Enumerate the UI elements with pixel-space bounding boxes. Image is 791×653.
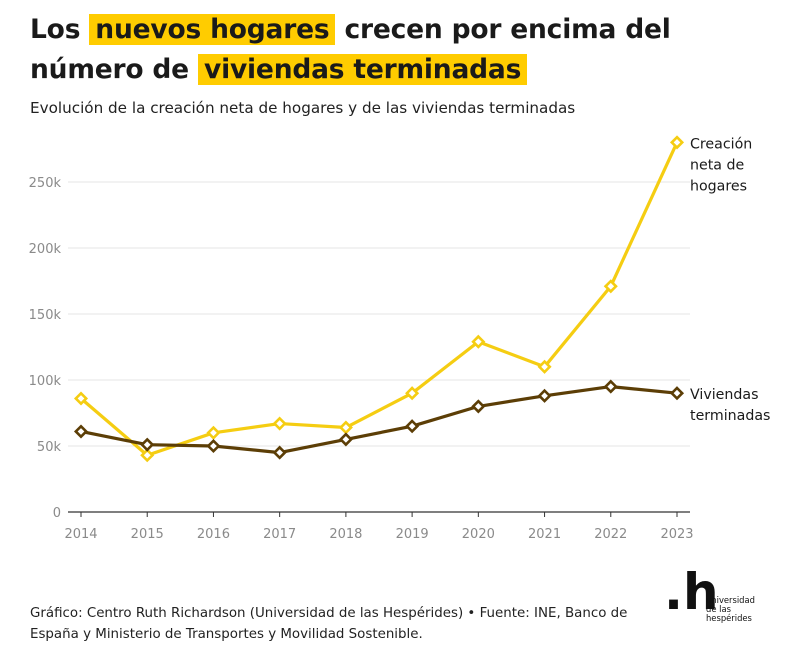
title-part-1: Los (30, 14, 81, 45)
series-label: neta de (690, 157, 744, 173)
data-point-marker (272, 416, 287, 431)
x-tick-label: 2014 (64, 527, 97, 542)
logo-text-line-1: universidad (706, 595, 755, 605)
x-tick-label: 2020 (462, 527, 495, 542)
chart-footer: Gráfico: Centro Ruth Richardson (Univers… (30, 603, 650, 645)
data-point-marker (140, 448, 155, 463)
data-point-marker (405, 419, 420, 434)
data-point-marker (669, 386, 685, 401)
data-point-marker (338, 432, 353, 447)
data-point-marker (405, 386, 420, 401)
y-tick-label: 100k (29, 374, 62, 389)
x-tick-label: 2023 (660, 527, 693, 542)
logo-text: universidad de las hespérides (706, 596, 755, 623)
title-part-2: crecen por encima del número de (30, 14, 671, 85)
footer-line-1: Gráfico: Centro Ruth Richardson (Univers… (30, 606, 628, 621)
y-tick-label: 0 (53, 506, 61, 521)
x-tick-label: 2017 (263, 527, 296, 542)
data-point-marker (140, 437, 155, 452)
data-point-marker (669, 135, 685, 150)
series-label: hogares (690, 178, 747, 194)
title-highlight-2: viviendas terminadas (198, 54, 528, 85)
chart-title: Los nuevos hogares crecen por encima del… (30, 10, 780, 90)
data-point-marker (471, 399, 486, 414)
title-highlight-1: nuevos hogares (89, 14, 336, 45)
data-point-marker (603, 379, 618, 394)
y-tick-label: 150k (29, 308, 62, 323)
university-logo: .h universidad de las hespérides (664, 563, 774, 632)
data-point-marker (272, 445, 287, 460)
series-line (79, 140, 679, 457)
chart-subtitle: Evolución de la creación neta de hogares… (30, 99, 576, 117)
y-tick-label: 200k (29, 242, 62, 257)
data-point-marker (73, 391, 89, 406)
data-point-marker (206, 425, 221, 440)
logo-text-line-2: de las (706, 604, 731, 614)
x-tick-label: 2016 (197, 527, 230, 542)
data-point-marker (206, 438, 221, 454)
y-tick-label: 50k (37, 440, 62, 455)
x-tick-label: 2015 (131, 527, 164, 542)
data-point-marker (73, 424, 89, 439)
footer-line-2: España y Ministerio de Transportes y Mov… (30, 627, 423, 642)
series-line (79, 385, 679, 455)
series-label: terminadas (690, 408, 770, 424)
series-label: Creación (690, 136, 752, 152)
series-label: Viviendas (690, 387, 759, 403)
data-point-marker (471, 334, 486, 349)
logo-mark: .h (664, 563, 719, 621)
x-tick-label: 2022 (594, 527, 627, 542)
data-point-marker (537, 359, 552, 374)
data-point-marker (603, 279, 618, 294)
x-tick-label: 2019 (396, 527, 429, 542)
y-tick-label: 250k (29, 176, 62, 191)
x-tick-label: 2018 (329, 527, 362, 542)
logo-text-line-3: hespérides (706, 613, 752, 623)
x-tick-label: 2021 (528, 527, 561, 542)
data-point-marker (537, 388, 552, 403)
